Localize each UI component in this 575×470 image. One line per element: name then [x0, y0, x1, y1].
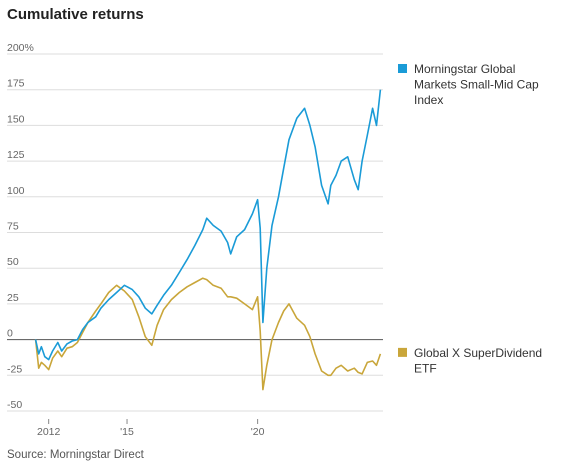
series-lines	[34, 89, 382, 391]
legend: Morningstar Global Markets Small-Mid CapI…	[398, 62, 542, 375]
legend-swatch-1	[398, 347, 407, 357]
legend-label-0: Morningstar Global	[414, 62, 515, 76]
y-tick-label: 50	[7, 256, 19, 268]
y-tick-label: 175	[7, 78, 25, 90]
y-tick-label: 75	[7, 221, 19, 233]
x-tick-label: '15	[120, 426, 134, 438]
gridlines	[7, 53, 383, 424]
legend-label-1: ETF	[414, 361, 437, 375]
legend-label-0: Index	[414, 93, 443, 107]
legend-swatch-0	[398, 64, 407, 73]
x-tick-label: 2012	[37, 426, 61, 438]
legend-label-1: Global X SuperDividend	[414, 346, 542, 360]
y-tick-label: 25	[7, 292, 19, 304]
y-tick-label: 150	[7, 113, 25, 125]
series-line-0	[34, 89, 382, 361]
y-tick-label: -50	[7, 399, 22, 411]
legend-label-0: Markets Small-Mid Cap	[414, 78, 539, 92]
y-tick-labels: 200% 175 150 125 100 75 50 25 0 -25 -50	[7, 42, 34, 411]
series-line-1	[34, 277, 382, 391]
y-tick-label: 125	[7, 149, 25, 161]
x-tick-labels: 2012 '15 '20	[37, 426, 265, 438]
y-tick-label: 100	[7, 185, 25, 197]
x-tick-label: '20	[251, 426, 265, 438]
chart-title: Cumulative returns	[7, 6, 144, 23]
source-note: Source: Morningstar Direct	[7, 449, 144, 461]
y-tick-label: 200%	[7, 42, 34, 54]
y-tick-label: 0	[7, 328, 13, 340]
y-tick-label: -25	[7, 363, 22, 375]
